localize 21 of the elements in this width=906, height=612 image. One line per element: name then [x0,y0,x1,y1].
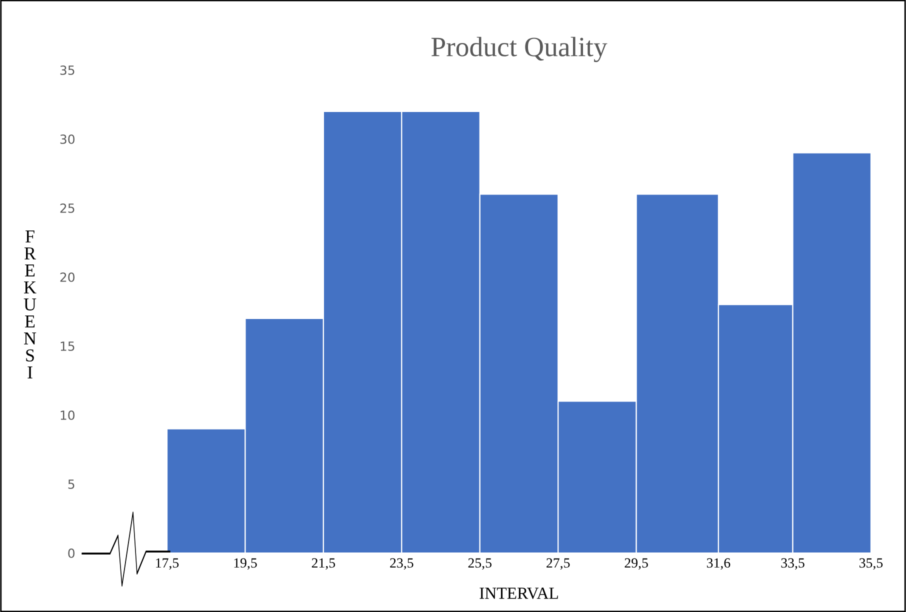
y-tick-label: 30 [60,134,75,144]
y-tick-label: 20 [60,272,75,282]
x-axis-title: INTERVAL [480,588,558,599]
x-tick-label: 17,5 [156,558,179,570]
x-tick-label: 21,5 [312,558,336,570]
x-tick-label: 27,5 [546,558,570,570]
x-tick-label: 35,5 [860,558,883,570]
y-tick-label: 25 [60,203,74,213]
y-tick-label: 35 [60,65,74,75]
x-tick-label: 25,5 [468,558,492,570]
chart-title: Product Quality [431,36,608,62]
x-tick-label: 33,5 [781,558,804,570]
y-tick-label: 15 [60,342,74,351]
y-tick-label: 0 [68,548,75,558]
y-tick-label: 5 [68,480,74,489]
y-tick-label: 10 [60,410,75,420]
text: FREKUENSI [24,230,36,378]
x-tick-label: 19,5 [234,558,257,570]
x-tick-label: 29,5 [624,558,648,570]
x-tick-label: 23,5 [390,558,414,570]
x-tick-label: 31,6 [706,558,730,570]
